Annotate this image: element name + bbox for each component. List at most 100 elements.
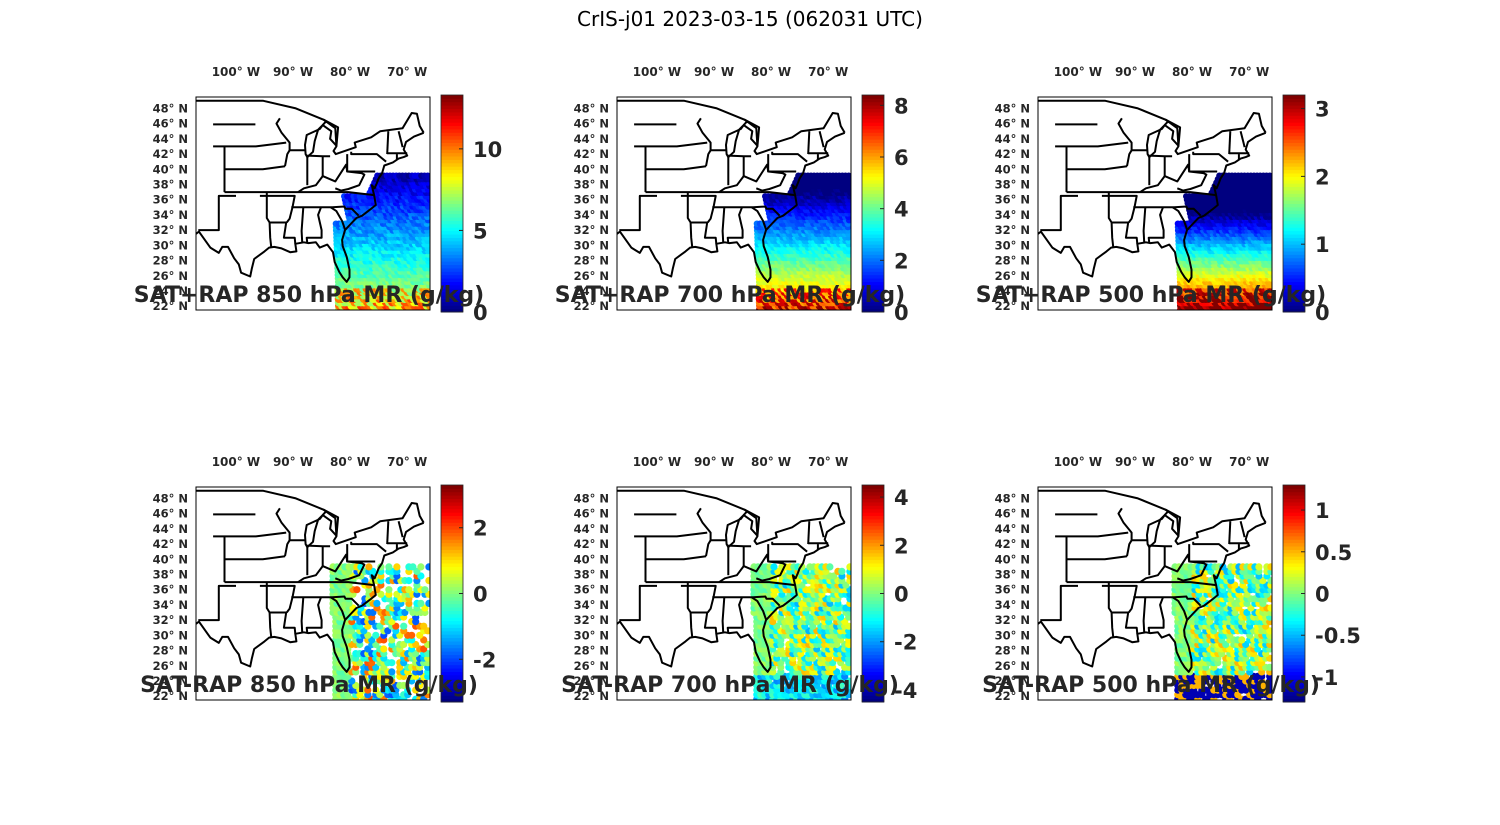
latitude-tick-label: 34° N bbox=[995, 208, 1030, 222]
latitude-tick-label: 46° N bbox=[153, 117, 188, 131]
state-border bbox=[728, 154, 752, 158]
latitude-tick-label: 36° N bbox=[153, 193, 188, 207]
colorbar-segment bbox=[441, 176, 463, 181]
colorbar-segment bbox=[441, 695, 463, 700]
colorbar-segment bbox=[862, 183, 884, 188]
state-border bbox=[1107, 192, 1115, 248]
panel-sat-rap-500-sum: 100° W 90° W 80° W 70° W 48° N 46° N 44° N 42° … bbox=[966, 60, 1330, 325]
colorbar-segment bbox=[862, 128, 884, 133]
colorbar-segment bbox=[441, 220, 463, 225]
state-border bbox=[818, 130, 825, 148]
colorbar-segment bbox=[441, 671, 463, 676]
latitude-tick-label: 26° N bbox=[574, 659, 609, 673]
map-frame bbox=[195, 96, 431, 311]
colorbar-segment bbox=[441, 518, 463, 523]
state-border bbox=[198, 194, 236, 232]
state-border bbox=[751, 206, 767, 230]
colorbar-segment bbox=[441, 234, 463, 238]
colorbar-segment bbox=[862, 115, 884, 120]
colorbar-segment bbox=[862, 206, 884, 211]
colorbar-segment bbox=[862, 281, 884, 286]
latitude-tick-label: 42° N bbox=[995, 147, 1030, 161]
colorbar-segment bbox=[1283, 223, 1305, 228]
latitude-tick-label: 32° N bbox=[995, 223, 1030, 237]
colorbar-segment bbox=[1283, 135, 1305, 140]
state-border bbox=[350, 151, 387, 163]
colorbar-segment bbox=[441, 261, 463, 266]
panel-title: SAT-RAP 850 hPa MR (g/kg) bbox=[140, 673, 478, 698]
colorbar-segment bbox=[441, 169, 463, 174]
state-border bbox=[269, 221, 297, 244]
colorbar-segment bbox=[441, 640, 463, 645]
colorbar-segment bbox=[441, 576, 463, 581]
swath-pixel bbox=[408, 631, 416, 639]
colorbar-frame bbox=[440, 94, 464, 313]
state-border bbox=[297, 553, 366, 583]
colorbar-segment bbox=[441, 681, 463, 686]
colorbar-segment bbox=[1283, 271, 1305, 276]
colorbar-segment bbox=[441, 115, 463, 120]
colorbar-segment bbox=[1283, 142, 1305, 147]
colorbar-segment bbox=[862, 98, 884, 103]
swath-pixel bbox=[405, 577, 413, 585]
basemap bbox=[196, 489, 425, 673]
colorbar-segment bbox=[1283, 128, 1305, 133]
colorbar-segment bbox=[441, 301, 463, 306]
swath-pixel bbox=[373, 599, 381, 607]
state-border bbox=[386, 521, 390, 545]
colorbar-segment bbox=[441, 274, 463, 279]
colorbar-segment bbox=[862, 234, 884, 238]
colorbar-segment bbox=[1283, 152, 1305, 157]
colorbar-segment bbox=[1283, 101, 1305, 106]
state-border bbox=[291, 205, 360, 217]
colorbar-segment bbox=[862, 159, 884, 164]
colorbar-segment bbox=[1283, 189, 1305, 194]
latitude-tick-label: 44° N bbox=[574, 132, 609, 146]
colorbar-segment bbox=[441, 101, 463, 106]
latitude-tick-label: 26° N bbox=[153, 269, 188, 283]
map-plot: 100° W 90° W 80° W 70° W48° N46° N44° N42° … bbox=[995, 65, 1330, 325]
latitude-tick-label: 22° N bbox=[153, 299, 188, 313]
latitude-tick-label: 34° N bbox=[574, 208, 609, 222]
colorbar-segment bbox=[1283, 227, 1305, 232]
colorbar-segment bbox=[441, 139, 463, 143]
state-border bbox=[1142, 207, 1147, 243]
colorbar-segment bbox=[1283, 210, 1305, 215]
colorbar-segment bbox=[862, 223, 884, 228]
colorbar-segment bbox=[862, 217, 884, 221]
latitude-tick-label: 34° N bbox=[574, 598, 609, 612]
state-border bbox=[751, 596, 767, 620]
latitude-tick-label: 28° N bbox=[153, 644, 188, 658]
map-plot: 100° W 90° W 80° W 70° W48° N46° N44° N42° … bbox=[574, 65, 909, 325]
colorbar-segment bbox=[1283, 156, 1305, 160]
colorbar-segment bbox=[441, 128, 463, 133]
colorbar-segment bbox=[441, 691, 463, 696]
latitude-tick-label: 26° N bbox=[153, 659, 188, 673]
coastline bbox=[617, 131, 846, 283]
colorbar-segment bbox=[1283, 305, 1305, 310]
state-border bbox=[634, 531, 708, 538]
colorbar-segment bbox=[1283, 237, 1305, 242]
colorbar-segment bbox=[862, 186, 884, 191]
latitude-tick-label: 36° N bbox=[153, 583, 188, 597]
map-plot: 100° W 90° W 80° W 70° W48° N46° N44° N42° … bbox=[574, 455, 918, 703]
colorbar-segment bbox=[1283, 308, 1305, 313]
colorbar-segment bbox=[441, 488, 463, 493]
colorbar-tick-label: 0 bbox=[894, 301, 909, 325]
latitude-tick-label: 30° N bbox=[153, 238, 188, 252]
colorbar-segment bbox=[441, 203, 463, 208]
longitude-tick-label: 80° W bbox=[751, 65, 791, 79]
latitude-tick-label: 40° N bbox=[574, 552, 609, 566]
swath-pixel bbox=[400, 681, 408, 690]
colorbar-segment bbox=[862, 135, 884, 140]
panel-sat-rap-700-sum: 100° W 90° W 80° W 70° W 48° N 46° N 44° N 42° … bbox=[545, 60, 909, 325]
colorbar-segment bbox=[862, 261, 884, 266]
colorbar-segment bbox=[1283, 186, 1305, 191]
longitude-tick-label: 90° W bbox=[1115, 65, 1155, 79]
colorbar-segment bbox=[441, 291, 463, 296]
longitude-tick-label: 80° W bbox=[1172, 65, 1212, 79]
state-border bbox=[297, 163, 366, 193]
colorbar-segment bbox=[441, 281, 463, 286]
colorbar-segment bbox=[1283, 196, 1305, 201]
